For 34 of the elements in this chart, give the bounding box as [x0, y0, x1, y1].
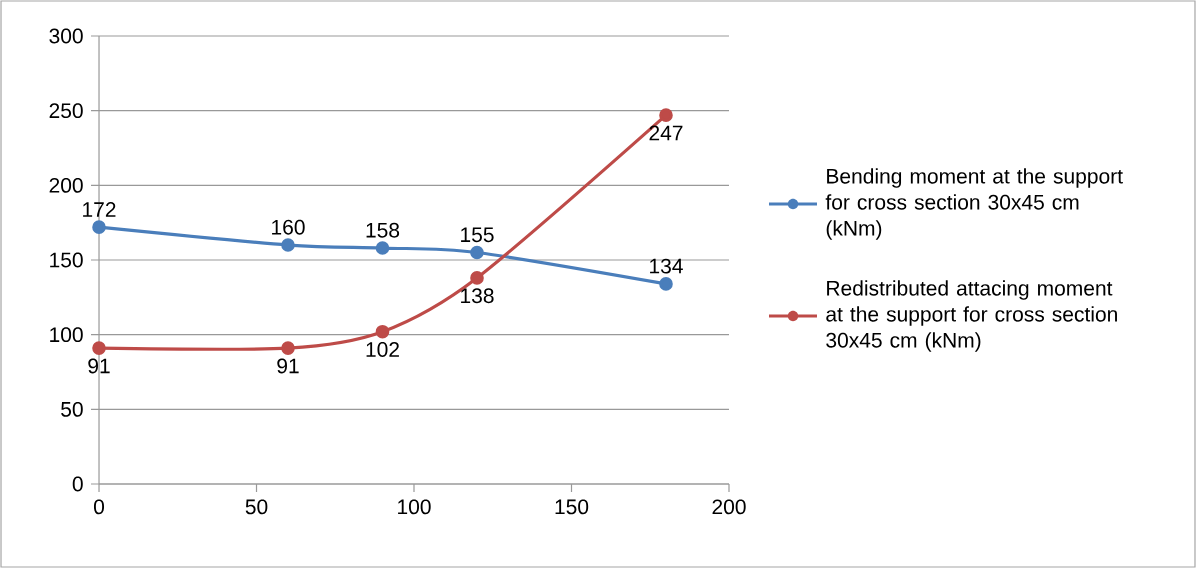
data-label: 138: [461, 288, 494, 304]
data-label: 172: [83, 202, 116, 217]
data-label: 134: [650, 258, 683, 274]
point: [281, 238, 295, 252]
x-tick-label: 100: [398, 499, 431, 515]
data-label: 158: [366, 222, 400, 238]
y-tick-label: 50: [61, 401, 83, 417]
point: [659, 277, 673, 291]
data-label: 91: [88, 358, 110, 374]
data-label: 247: [649, 125, 683, 141]
data-label: 102: [366, 342, 399, 357]
legend-label: Redistributed attacing moment at the support for cross section 30x45 cm (kNm): [826, 280, 1117, 352]
point: [470, 271, 484, 285]
y-tick-label: 0: [72, 476, 83, 492]
x-tick-label: 150: [555, 499, 589, 515]
data-label: 160: [272, 219, 305, 235]
point: [92, 341, 106, 355]
point: [281, 341, 295, 355]
x-tick-label: 200: [712, 499, 746, 515]
legend-label: Bending moment at the support for cross section 30x45 cm (kNm): [825, 168, 1123, 240]
x-tick-label: 50: [245, 499, 268, 515]
point: [375, 324, 390, 339]
y-tick-label: 100: [50, 327, 83, 343]
y-tick-label: 200: [49, 177, 83, 193]
point: [375, 241, 390, 255]
data-label: 155: [461, 227, 494, 243]
x-tick-label: 0: [93, 499, 105, 515]
point: [92, 220, 106, 234]
y-tick-label: 300: [49, 28, 83, 44]
y-tick-label: 150: [50, 252, 83, 268]
point: [659, 108, 673, 122]
point: [470, 245, 484, 260]
y-tick-label: 250: [49, 103, 83, 119]
data-label: 91: [277, 358, 299, 374]
